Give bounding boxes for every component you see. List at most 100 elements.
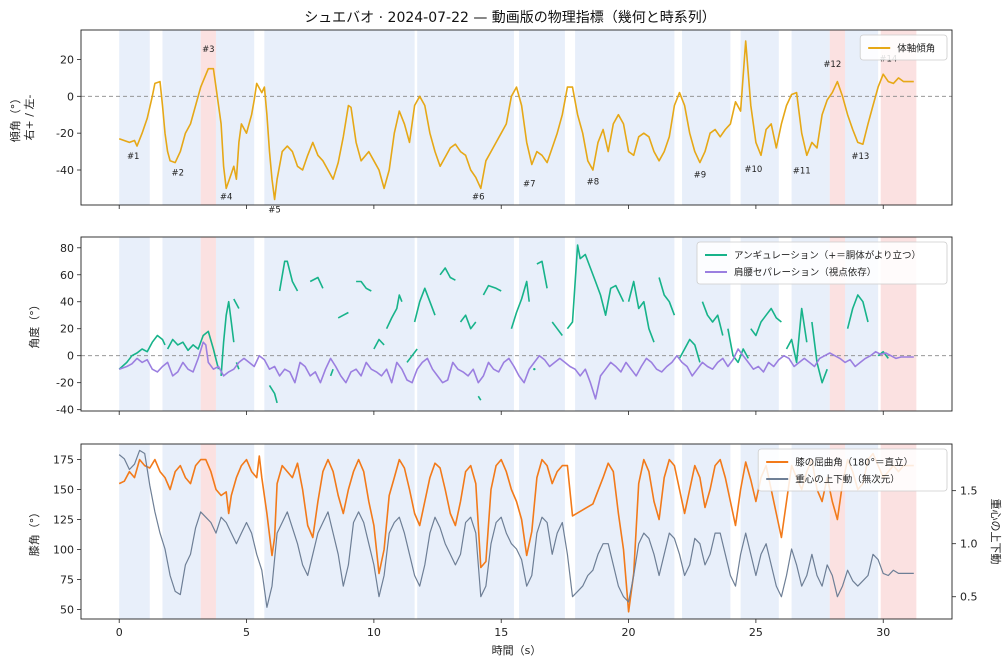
phase-band-blue [682,444,731,619]
segment-label: #12 [823,60,841,70]
phase-band-red [200,30,216,205]
phase-band-red [200,237,216,411]
phase-band-blue [119,237,150,411]
segment-label: #11 [793,167,811,177]
series-line-0 [846,294,869,329]
y-tick-label: 175 [53,454,74,467]
series-line-0 [701,301,724,336]
series-line-0 [337,311,349,319]
series-line-0 [439,267,456,281]
x-tick-label: 10 [367,626,381,639]
segment-label: #7 [523,180,536,190]
y-axis-label: 角度（°） [27,299,41,349]
phase-band-blue [519,30,565,205]
legend-entry: 膝の屈曲角（180°＝直立） [795,457,913,469]
x-axis-label: 時間（s） [492,644,542,657]
y-tick-label: -40 [56,404,74,417]
figure-title: シュエバオ · 2024-07-22 — 動画版の物理指標（幾何と時系列） [304,10,716,26]
series-line-0 [373,338,385,350]
series-line-0 [329,368,334,377]
phase-band-blue [119,444,150,619]
series-line-0 [551,321,563,336]
axes-frame [80,29,953,206]
x-tick-label: 5 [243,626,250,639]
x-tick-label: 20 [622,626,636,639]
series-line-0 [235,362,240,370]
series-line-0 [627,280,655,343]
phase-band-blue [215,30,255,205]
knee-panel: 50 75 100 125 150 175 0.5 1.0 1.5 0 5 10 15 20 25 30 膝角（… [28,443,1003,657]
segment-label: #4 [220,192,233,202]
series-point [533,367,536,371]
series-line-0 [278,260,299,292]
axes-frame [80,236,953,412]
angle-panel: -40 -20 0 20 40 60 80 角度（°） アンギュレーション（+＝胴体がより立つ）… [27,236,953,417]
series-line-0 [413,287,436,323]
series-line-0 [309,276,324,289]
phase-band-blue [575,30,675,205]
tilt-panel: -40 -20 0 20 傾角（°） 右+ / 左- #1 #2 #3 #4 #5 #6 #7 #8 #9 #… [8,29,953,215]
series-line-0 [566,244,625,330]
y-tick-label: -20 [56,127,74,140]
phase-band-blue [119,30,150,205]
phase-band-red [200,444,216,619]
phase-band-blue [575,237,675,411]
phase-bands [119,30,917,205]
series-line-0 [811,321,828,384]
x-tick-label: 0 [116,626,123,639]
legend: 膝の屈曲角（180°＝直立） 重心の上下動（無次元） [757,448,948,492]
y-tick-label-right: 1.5 [960,485,978,498]
series-line-0 [233,298,240,309]
series-group [118,40,914,201]
phase-band-blue [162,30,201,205]
x-tick-label: 15 [494,626,508,639]
series-line-0 [658,277,676,316]
series-group [118,244,914,404]
segment-label: #6 [472,192,485,202]
series-line-0 [727,328,750,364]
y-tick-label: 50 [60,603,74,616]
y-tick-label: 60 [60,269,74,282]
legend-box [757,448,948,492]
legend: アンギュレーション（+＝胴体がより立つ） 肩腰セパレーション（視点依存） [696,241,948,285]
series-line-0 [785,307,808,364]
y-tick-label: 75 [60,573,74,586]
phase-band-blue [791,30,830,205]
segment-label: #8 [587,178,600,188]
y-tick-label-right: 1.0 [960,538,978,551]
segment-label: #10 [744,165,762,175]
series-line-0 [536,260,548,289]
y-tick-label: 40 [60,296,74,309]
series-line-0 [118,334,166,370]
x-tick-label: 30 [876,626,890,639]
series-line-0 [678,338,701,363]
x-tick-label: 25 [749,626,763,639]
phase-band-blue [519,237,565,411]
series-line-0 [459,314,477,330]
y-tick-label: 0 [67,350,74,363]
series-group [118,449,914,613]
phase-band-blue [417,237,514,411]
series-line-0 [510,280,530,329]
series-line-0 [118,452,914,613]
segment-label: #1 [127,152,140,162]
phase-band-blue [575,444,675,619]
series-line-0 [385,294,403,330]
legend-entry: 重心の上下動（無次元） [795,474,900,486]
y-axis-label: 膝角（°） [28,507,41,557]
y-tick-label: 80 [60,242,74,255]
y-tick-label-right: 0.5 [960,591,978,604]
phase-band-blue [264,30,415,205]
y-tick-label: 20 [60,323,74,336]
phase-band-blue [215,444,255,619]
legend: 体軸傾角 [859,34,948,61]
y-tick-label: 125 [53,514,74,527]
series-line-1 [118,341,914,400]
series-line-0 [118,40,914,201]
legend-box [696,241,948,285]
phase-band-blue [215,237,255,411]
series-line-0 [750,307,782,337]
series-line-0 [220,300,235,376]
y-tick-label: 100 [53,543,74,556]
